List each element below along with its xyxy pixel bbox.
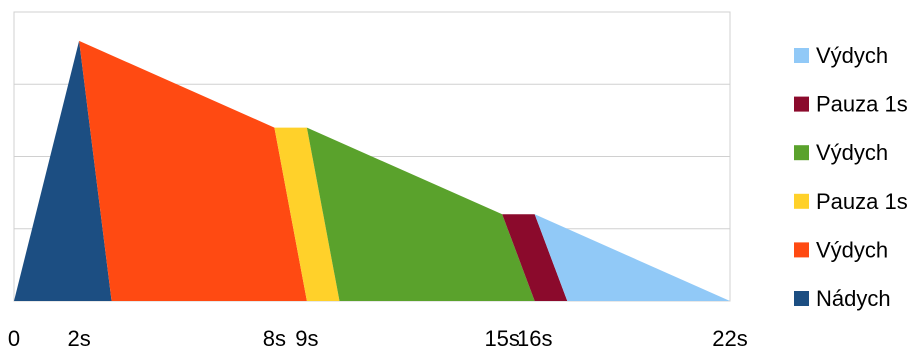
- legend-swatch: [794, 96, 809, 112]
- legend-swatch: [794, 242, 809, 258]
- area-segment-6: [534, 214, 730, 301]
- legend-label: Výdych: [816, 43, 888, 68]
- legend-label: Výdych: [816, 140, 888, 165]
- x-tick-label: 2s: [67, 326, 90, 349]
- legend-swatch: [794, 48, 809, 63]
- legend-swatch: [794, 291, 809, 306]
- legend: Výdych Pauza 1s Výdych Pauza 1s Výdych Nádych: [794, 43, 908, 311]
- area-segment-4: [306, 127, 535, 301]
- legend-swatch: [794, 145, 809, 161]
- x-tick-label: 0: [8, 326, 20, 349]
- legend-label: Nádych: [816, 286, 891, 311]
- x-tick-label: 16s: [517, 326, 552, 349]
- x-tick-label: 8s: [263, 326, 286, 349]
- legend-label: Výdych: [816, 237, 888, 262]
- legend-swatch: [794, 193, 809, 209]
- legend-label: Pauza 1s: [816, 92, 908, 117]
- legend-label: Pauza 1s: [816, 189, 908, 214]
- x-tick-label: 22s: [712, 326, 747, 349]
- area-segment-5: [502, 214, 568, 301]
- x-tick-label: 15s: [484, 326, 519, 349]
- plot-area: [13, 11, 731, 302]
- x-tick-label: 9s: [295, 326, 318, 349]
- area-segment-1: [14, 40, 112, 302]
- area-segment-3: [274, 127, 340, 301]
- area-segment-2: [79, 40, 307, 302]
